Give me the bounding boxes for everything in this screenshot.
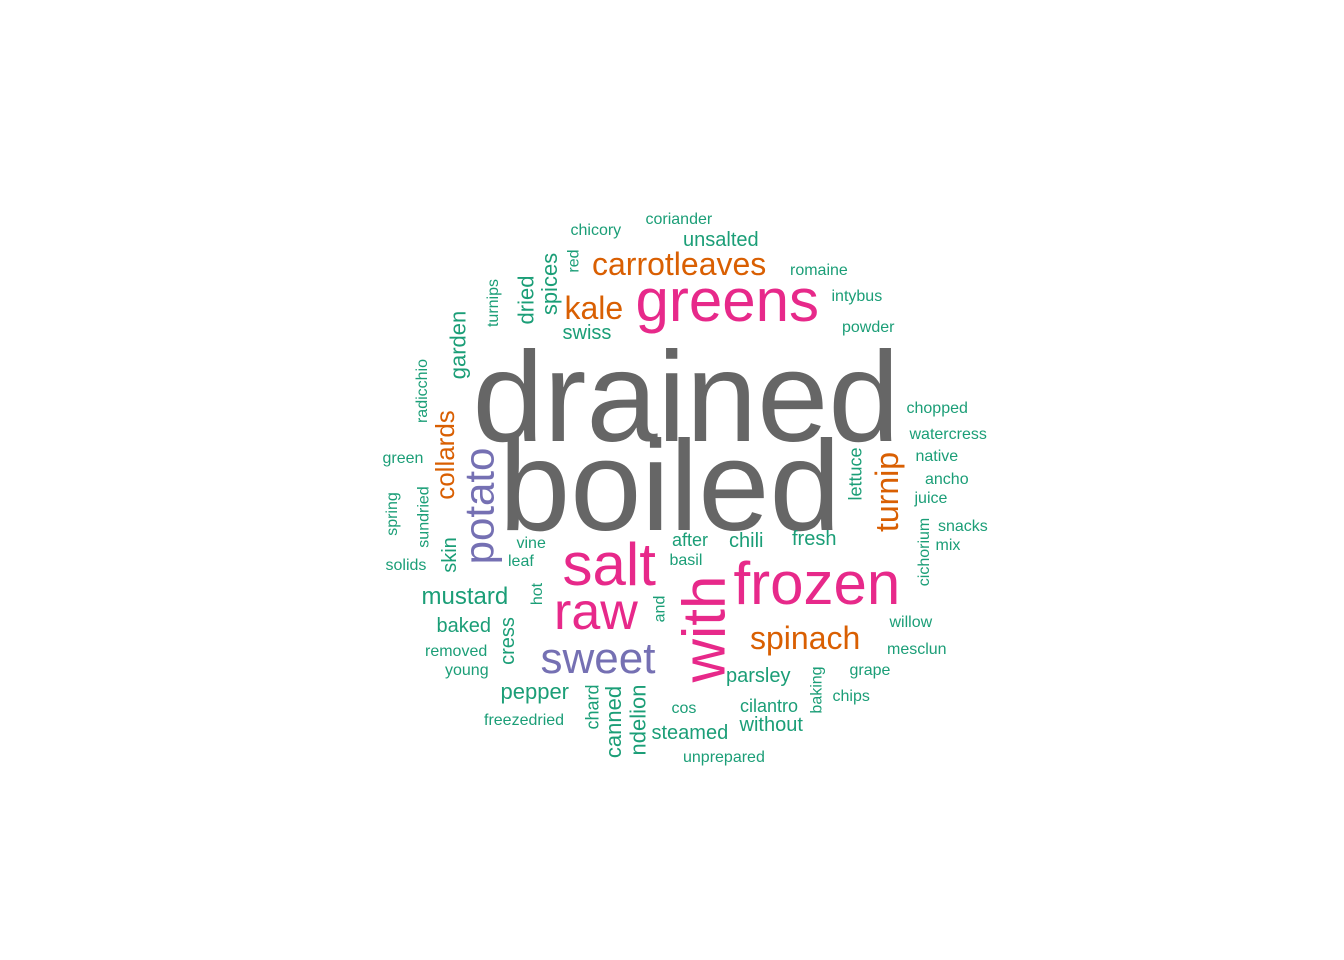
word-intybus: intybus: [831, 288, 883, 305]
word-collards: collards: [429, 410, 460, 500]
word-chard: chard: [582, 684, 603, 730]
word-swiss: swiss: [562, 322, 612, 344]
word-red: red: [565, 249, 583, 273]
word-kale: kale: [564, 290, 624, 326]
word-turnip: turnip: [869, 451, 906, 533]
word-native: native: [915, 448, 959, 465]
word-freezedried: freezedried: [484, 712, 565, 729]
word-snacks: snacks: [938, 518, 988, 535]
word-turnips: turnips: [485, 278, 503, 328]
word-ancho: ancho: [925, 471, 969, 488]
word-mesclun: mesclun: [887, 641, 947, 658]
word-boiled: boiled: [499, 415, 841, 558]
word-potato: potato: [454, 447, 502, 565]
word-watercress: watercress: [909, 426, 987, 443]
word-removed: removed: [425, 643, 488, 660]
word-salt: salt: [562, 531, 656, 598]
word-mix: mix: [935, 537, 961, 554]
word-cress: cress: [496, 617, 519, 665]
word-willow: willow: [889, 614, 933, 631]
word-vine: vine: [516, 535, 546, 552]
word-carrotleaves: carrotleaves: [592, 246, 767, 282]
word-canned: canned: [601, 685, 627, 759]
word-spices: spices: [537, 252, 563, 316]
word-cichorium: cichorium: [916, 517, 934, 587]
word-chicory: chicory: [570, 222, 622, 239]
word-with: with: [669, 575, 737, 683]
word-spinach: spinach: [750, 620, 861, 656]
word-coriander: coriander: [645, 211, 713, 228]
word-greens: greens: [635, 267, 819, 334]
word-radicchio: radicchio: [414, 358, 432, 424]
word-chopped: chopped: [906, 400, 968, 417]
word-steamed: steamed: [651, 722, 729, 744]
word-chips: chips: [832, 688, 870, 705]
word-raw: raw: [554, 583, 638, 641]
word-young: young: [445, 662, 489, 679]
word-chili: chili: [729, 530, 764, 552]
word-skin: skin: [438, 537, 461, 573]
word-fresh: fresh: [792, 528, 837, 550]
word-green: green: [382, 450, 424, 467]
word-cilantro: cilantro: [740, 696, 799, 716]
word-romaine: romaine: [790, 262, 848, 279]
word-hot: hot: [529, 582, 547, 606]
word-cos: cos: [671, 700, 697, 717]
word-unsalted: unsalted: [683, 229, 759, 251]
word-frozen: frozen: [733, 550, 901, 617]
word-spring: spring: [383, 492, 401, 536]
word-solids: solids: [385, 557, 427, 574]
word-pepper: pepper: [500, 679, 570, 704]
word-mustard: mustard: [421, 583, 509, 610]
word-basil: basil: [669, 552, 703, 569]
word-after: after: [672, 530, 709, 550]
word-leaf: leaf: [508, 553, 534, 570]
word-drained: drained: [472, 326, 900, 469]
word-grape: grape: [849, 662, 891, 679]
word-without: without: [739, 714, 803, 736]
word-sundried: sundried: [415, 486, 433, 548]
word-parsley: parsley: [726, 665, 791, 687]
word-sweet: sweet: [540, 634, 656, 683]
word-juice: juice: [914, 490, 948, 507]
word-ndelion: ndelion: [624, 684, 650, 756]
word-baking: baking: [808, 666, 826, 714]
word-unprepared: unprepared: [683, 749, 765, 766]
word-garden: garden: [444, 310, 470, 380]
word-powder: powder: [842, 319, 895, 336]
word-dried: dried: [512, 275, 538, 325]
word-lettuce: lettuce: [845, 447, 866, 501]
word-and: and: [650, 595, 668, 623]
word-baked: baked: [436, 615, 492, 637]
